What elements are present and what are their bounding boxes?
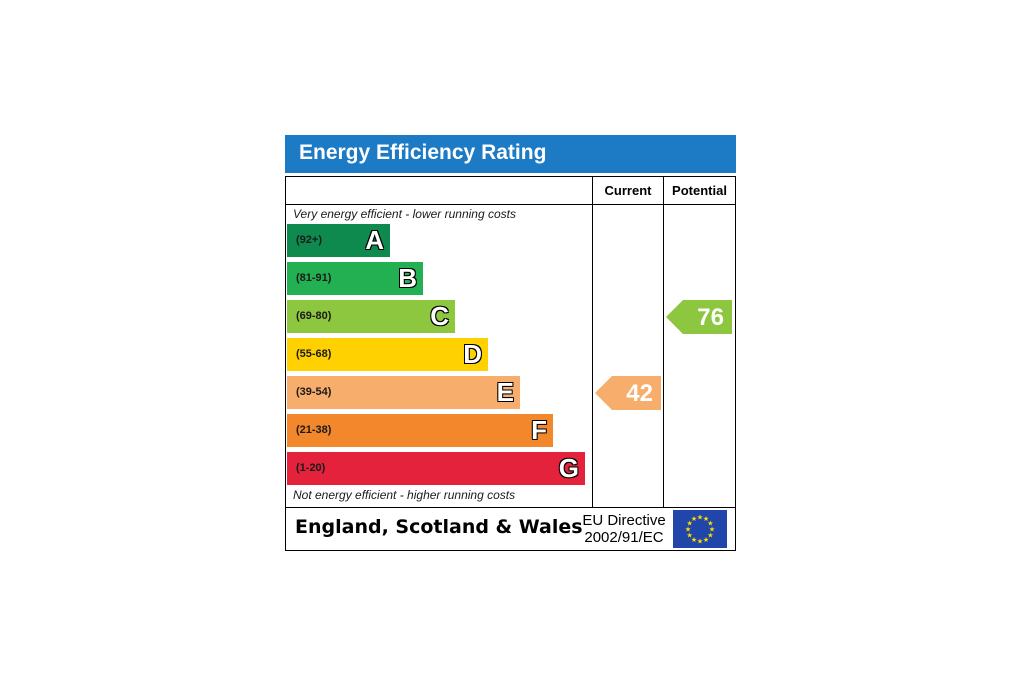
eu-star-icon: ★ xyxy=(685,526,691,534)
band-f: (21-38) F xyxy=(287,414,553,447)
eu-star-icon: ★ xyxy=(703,515,709,523)
band-range: (39-54) xyxy=(296,386,332,398)
eu-directive-line1: EU Directive xyxy=(582,512,666,529)
region-label: England, Scotland & Wales xyxy=(295,516,583,538)
band-letter: F xyxy=(531,415,547,445)
eu-star-icon: ★ xyxy=(703,536,709,544)
potential-rating-arrow-value: 76 xyxy=(697,304,724,331)
current-rating-arrow: 42 xyxy=(595,376,661,410)
band-range: (69-80) xyxy=(296,310,332,322)
column-header-current: Current xyxy=(604,183,652,198)
chart-title: Energy Efficiency Rating xyxy=(299,141,547,164)
band-range: (21-38) xyxy=(296,424,332,436)
band-letter: A xyxy=(365,225,384,255)
divider-current xyxy=(592,177,593,507)
footer-divider xyxy=(286,507,735,508)
band-letter: C xyxy=(430,301,449,331)
band-range: (92+) xyxy=(296,234,322,246)
band-a: (92+) A xyxy=(287,224,390,257)
potential-rating-arrow: 76 xyxy=(666,300,732,334)
band-letter: D xyxy=(463,339,482,369)
band-g: (1-20) G xyxy=(287,452,585,485)
band-e: (39-54) E xyxy=(287,376,520,409)
eu-directive-line2: 2002/91/EC xyxy=(584,529,664,546)
eu-star-icon: ★ xyxy=(707,532,713,540)
eu-star-icon: ★ xyxy=(697,538,703,546)
band-d: (55-68) D xyxy=(287,338,488,371)
header-divider xyxy=(286,204,735,205)
energy-efficiency-chart: Energy Efficiency Rating Current Potenti… xyxy=(285,135,736,551)
title-bar: Energy Efficiency Rating xyxy=(285,135,736,173)
column-header-potential: Potential xyxy=(672,183,727,198)
band-range: (55-68) xyxy=(296,348,332,360)
band-letter: G xyxy=(558,453,579,483)
eu-star-icon: ★ xyxy=(691,536,697,544)
current-rating-arrow-value: 42 xyxy=(626,380,653,407)
band-range: (1-20) xyxy=(296,462,326,474)
eu-directive: EU Directive 2002/91/EC xyxy=(579,512,669,546)
top-note: Very energy efficient - lower running co… xyxy=(293,207,516,221)
band-letter: B xyxy=(398,263,417,293)
band-range: (81-91) xyxy=(296,272,332,284)
divider-potential xyxy=(663,177,664,507)
eu-flag-icon: ★ ★★★★★★★★★★★ xyxy=(673,510,727,548)
bottom-note: Not energy efficient - higher running co… xyxy=(293,488,516,502)
band-b: (81-91) B xyxy=(287,262,423,295)
chart-frame: Current Potential Very energy efficient … xyxy=(285,176,736,551)
eu-star-icon: ★ xyxy=(707,520,713,528)
band-letter: E xyxy=(496,377,514,407)
eu-star-icon: ★ xyxy=(691,515,697,523)
eu-star-icon: ★ xyxy=(686,520,692,528)
eu-star-icon: ★ xyxy=(686,532,692,540)
eu-star-icon: ★ xyxy=(709,526,715,534)
eu-star-icon: ★ xyxy=(697,514,703,522)
band-c: (69-80) C xyxy=(287,300,455,333)
